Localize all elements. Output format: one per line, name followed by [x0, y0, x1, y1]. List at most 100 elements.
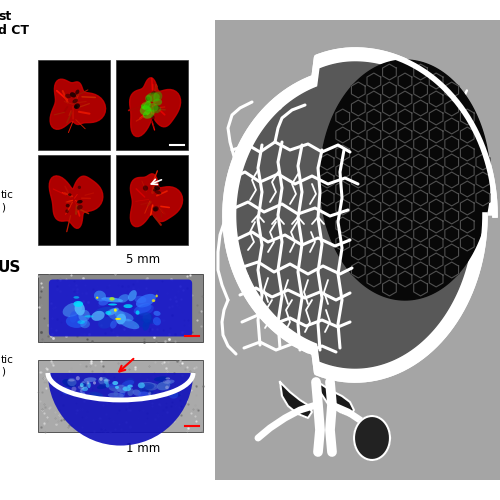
Polygon shape [382, 262, 396, 278]
Polygon shape [382, 154, 396, 170]
Ellipse shape [104, 378, 108, 384]
Polygon shape [336, 109, 349, 125]
Text: st: st [0, 10, 11, 23]
Polygon shape [445, 172, 458, 188]
Polygon shape [367, 145, 380, 161]
Ellipse shape [115, 386, 119, 389]
Ellipse shape [78, 386, 84, 389]
Polygon shape [320, 190, 334, 206]
Ellipse shape [151, 115, 154, 120]
Polygon shape [430, 253, 443, 269]
Ellipse shape [115, 318, 121, 320]
Polygon shape [414, 100, 428, 116]
Polygon shape [430, 217, 443, 233]
Polygon shape [382, 226, 396, 242]
Ellipse shape [153, 188, 157, 192]
Ellipse shape [163, 380, 170, 384]
Ellipse shape [138, 388, 142, 394]
Ellipse shape [95, 307, 114, 314]
Polygon shape [430, 91, 443, 107]
Ellipse shape [134, 304, 152, 314]
Ellipse shape [144, 114, 147, 116]
Ellipse shape [68, 194, 71, 196]
Ellipse shape [154, 186, 160, 190]
Ellipse shape [80, 392, 86, 396]
Ellipse shape [128, 388, 134, 396]
Ellipse shape [92, 311, 104, 321]
Polygon shape [445, 118, 458, 134]
Polygon shape [430, 73, 443, 89]
Ellipse shape [66, 314, 88, 328]
Ellipse shape [80, 383, 86, 388]
Ellipse shape [104, 379, 110, 382]
Ellipse shape [152, 299, 156, 302]
Ellipse shape [84, 378, 96, 382]
Polygon shape [382, 190, 396, 206]
Polygon shape [367, 163, 380, 179]
Polygon shape [382, 118, 396, 134]
Polygon shape [414, 208, 428, 224]
Bar [116, 155, 188, 245]
Ellipse shape [119, 318, 140, 329]
Ellipse shape [74, 104, 80, 109]
Ellipse shape [148, 392, 152, 396]
Polygon shape [430, 199, 443, 215]
Ellipse shape [161, 382, 172, 386]
Ellipse shape [106, 311, 111, 315]
Ellipse shape [115, 311, 134, 322]
Ellipse shape [65, 94, 71, 98]
Polygon shape [398, 73, 412, 89]
Polygon shape [398, 199, 412, 215]
Ellipse shape [141, 101, 152, 110]
Ellipse shape [80, 388, 85, 396]
Bar [38, 274, 203, 342]
Polygon shape [130, 78, 180, 136]
Ellipse shape [142, 320, 150, 330]
Bar [215, 20, 500, 480]
Ellipse shape [62, 387, 70, 394]
Ellipse shape [96, 296, 98, 299]
Ellipse shape [62, 302, 82, 317]
Polygon shape [336, 217, 349, 233]
Wedge shape [48, 373, 193, 446]
Ellipse shape [80, 381, 85, 390]
Ellipse shape [66, 210, 68, 213]
Polygon shape [367, 109, 380, 125]
Ellipse shape [74, 296, 80, 298]
Polygon shape [445, 226, 458, 242]
Ellipse shape [77, 205, 82, 210]
Polygon shape [382, 64, 396, 80]
Ellipse shape [145, 385, 152, 390]
Polygon shape [414, 280, 428, 296]
Polygon shape [382, 172, 396, 188]
Polygon shape [336, 181, 349, 197]
Polygon shape [414, 190, 428, 206]
Ellipse shape [78, 320, 85, 324]
Ellipse shape [89, 392, 103, 399]
Ellipse shape [144, 383, 158, 390]
Text: ): ) [1, 367, 5, 377]
Polygon shape [430, 235, 443, 251]
Ellipse shape [116, 384, 127, 393]
Polygon shape [382, 280, 396, 296]
Ellipse shape [98, 377, 109, 386]
Ellipse shape [138, 392, 151, 400]
Ellipse shape [110, 320, 117, 328]
Ellipse shape [168, 390, 178, 398]
Polygon shape [352, 226, 365, 242]
Bar [116, 60, 188, 150]
Polygon shape [367, 73, 380, 89]
Ellipse shape [108, 308, 118, 316]
Text: ): ) [1, 202, 5, 212]
Ellipse shape [120, 389, 125, 399]
Ellipse shape [77, 200, 82, 203]
Polygon shape [460, 181, 474, 197]
Ellipse shape [68, 379, 74, 382]
Ellipse shape [154, 92, 162, 101]
Polygon shape [352, 118, 365, 134]
Polygon shape [354, 416, 390, 460]
Ellipse shape [154, 311, 160, 316]
Ellipse shape [164, 390, 172, 394]
Ellipse shape [122, 380, 134, 388]
Polygon shape [336, 199, 349, 215]
